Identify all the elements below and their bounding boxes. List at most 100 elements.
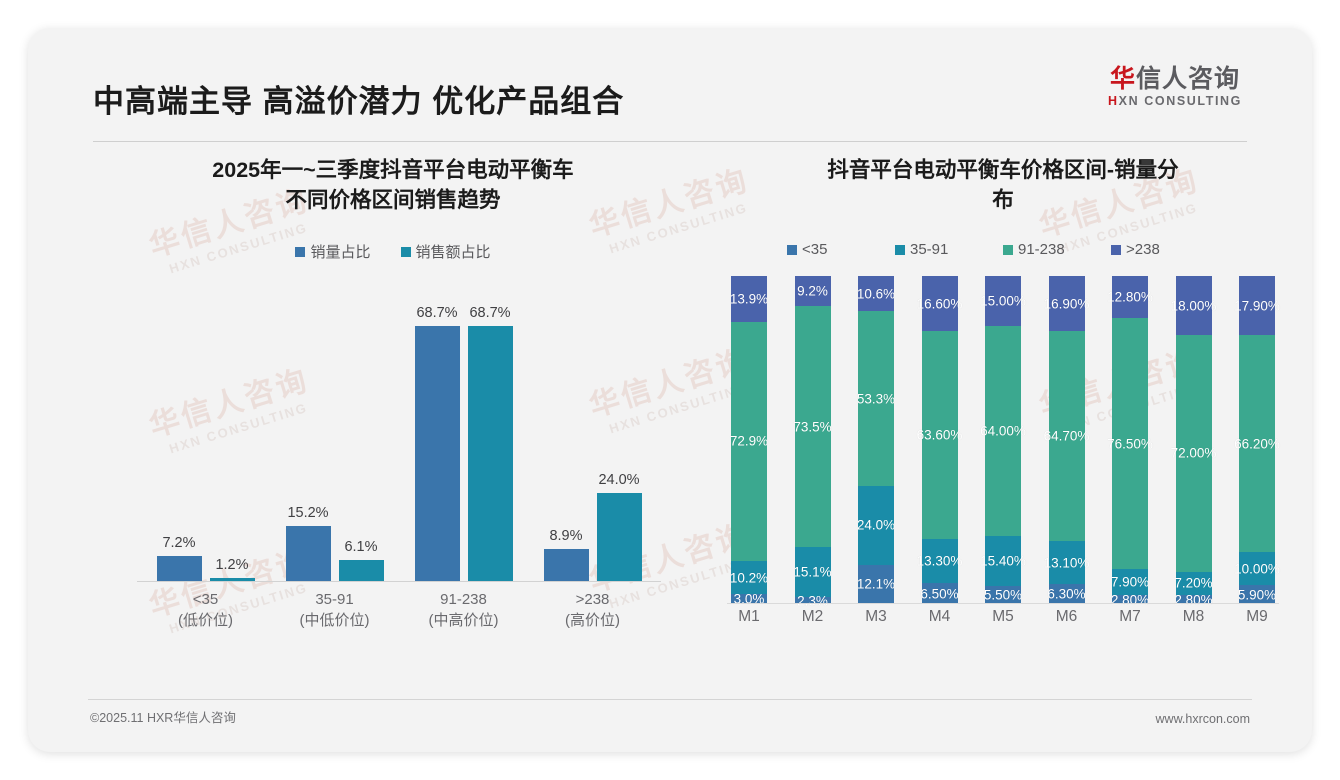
bar-value-label: 24.0% — [598, 471, 640, 488]
segment-value-label: 18.00% — [1170, 298, 1217, 314]
segment-value-label: 72.9% — [729, 433, 769, 449]
stacked-bar-column[interactable]: 12.80% 76.50% 7.90% 2.80% — [1107, 276, 1153, 607]
left-chart-title: 2025年一~三季度抖音平台电动平衡车 不同价格区间销售趋势 — [88, 156, 698, 215]
segment-value-label: 6.50% — [920, 586, 959, 602]
stacked-segment: 9.2% — [794, 276, 831, 307]
bar-column[interactable]: 68.7% — [467, 284, 513, 583]
bar-value-label: 1.2% — [215, 556, 249, 573]
segment-value-label: 10.2% — [729, 570, 769, 586]
stacked-bar-column[interactable]: 18.00% 72.00% 7.20% 2.80% — [1171, 276, 1216, 608]
logo-char-hua: 华 — [1109, 65, 1136, 93]
segment-value-label: 6.30% — [1047, 586, 1086, 602]
footer-divider — [88, 699, 1252, 700]
x-axis-tick: M2 — [801, 608, 824, 626]
logo-english: HXN CONSULTING — [1108, 94, 1242, 108]
segment-value-label: 15.40% — [980, 553, 1026, 569]
x-axis-tick: <35 (低价位) — [146, 584, 266, 634]
segment-value-label: 17.90% — [1234, 298, 1280, 314]
bar-column[interactable]: 1.2% — [209, 284, 255, 583]
bar-group: 68.7% 68.7% — [404, 284, 524, 583]
segment-value-label: 7.90% — [1110, 574, 1150, 590]
logo-en-initial: H — [1108, 94, 1119, 109]
bar — [467, 326, 513, 583]
grouped-bar-x-axis: <35 (低价位) 35-91 (中低价位) 91-238 (中高价位) >238 (高价位) — [141, 584, 657, 634]
segment-value-label: 16.90% — [1043, 296, 1090, 312]
tick-sublabel: (中高价位) — [428, 611, 499, 629]
chart-panel-left: 2025年一~三季度抖音平台电动平衡车 不同价格区间销售趋势 销量占比 销售额占… — [88, 156, 698, 716]
tick-sublabel: (低价位) — [178, 611, 233, 629]
stacked-segment: 10.00% — [1234, 552, 1280, 585]
stacked-bar-column[interactable]: 10.6% 53.3% 24.0% 12.1% — [856, 276, 896, 605]
stacked-segment: 17.90% — [1234, 276, 1280, 336]
legend-label: 91-238 — [1018, 241, 1065, 259]
bar-column[interactable]: 7.2% — [156, 284, 202, 583]
x-axis-line — [137, 581, 661, 583]
segment-value-label: 63.60% — [916, 427, 963, 443]
bar-column[interactable]: 24.0% — [596, 284, 642, 583]
x-axis-tick: M4 — [928, 608, 951, 626]
segment-value-label: 5.50% — [983, 587, 1023, 603]
stacked-segment: 15.1% — [793, 547, 832, 597]
left-chart-title-line1: 2025年一~三季度抖音平台电动平衡车 — [212, 158, 574, 182]
x-axis-line — [727, 603, 1279, 605]
stacked-bar-column[interactable]: 17.90% 66.20% 10.00% 5.90% — [1234, 276, 1280, 605]
right-chart-title: 抖音平台电动平衡车价格区间-销量分 布 — [708, 156, 1298, 215]
legend-item-sales-amount[interactable]: 销售额占比 — [400, 241, 491, 262]
segment-value-label: 13.10% — [1043, 555, 1090, 571]
segment-value-label: 15.1% — [793, 564, 832, 580]
bar-column[interactable]: 15.2% — [285, 284, 331, 583]
legend-label: <35 — [802, 241, 828, 259]
stacked-segment: 53.3% — [856, 311, 896, 486]
stacked-bar-column[interactable]: 13.9% 72.9% 10.2% 3.0% — [729, 276, 769, 607]
header-divider — [93, 141, 1247, 142]
stacked-segment: 10.6% — [857, 276, 895, 312]
legend-item-35[interactable]: <35 — [787, 241, 895, 258]
left-chart-legend: 销量占比 销售额占比 — [88, 241, 698, 262]
legend-label: >238 — [1126, 241, 1160, 259]
stacked-segment: 16.60% — [917, 276, 962, 331]
bar-column[interactable]: 6.1% — [338, 284, 384, 583]
chart-panel-right: 抖音平台电动平衡车价格区间-销量分 布 <35 35-91 91-238 >238 1… — [708, 156, 1298, 716]
legend-item-238[interactable]: >238 — [1111, 241, 1219, 258]
legend-swatch-icon — [787, 244, 797, 255]
legend-label: 35-91 — [910, 241, 949, 259]
segment-value-label: 64.70% — [1043, 428, 1090, 444]
x-axis-tick: M7 — [1119, 608, 1141, 626]
x-axis-tick: M8 — [1182, 608, 1205, 626]
segment-value-label: 73.5% — [793, 419, 832, 435]
bar-group: 15.2% 6.1% — [275, 284, 395, 583]
segment-value-label: 2.80% — [1174, 592, 1213, 608]
stacked-bar-column[interactable]: 9.2% 73.5% 15.1% 2.3% — [793, 276, 832, 608]
stacked-bar-column[interactable]: 15.00% 64.00% 15.40% 5.50% — [980, 276, 1026, 605]
bar-group: 8.9% 24.0% — [533, 284, 653, 583]
grouped-bar-chart: 7.2% 1.2% 15.2% 6.1% 68.7% 68.7% 8.9% 24.0% <35… — [119, 284, 667, 634]
footer-copyright: ©2025.11 HXR华信人咨询 — [90, 711, 236, 725]
logo-en-rest: XN CONSULTING — [1118, 94, 1242, 109]
x-axis-tick: M9 — [1246, 608, 1268, 626]
bar — [156, 555, 202, 583]
bar-column[interactable]: 8.9% — [543, 284, 589, 583]
stacked-segment: 13.10% — [1044, 541, 1089, 584]
legend-swatch-icon — [400, 246, 411, 257]
bar — [414, 326, 460, 583]
segment-value-label: 53.3% — [856, 391, 896, 406]
stacked-segment: 7.20% — [1174, 571, 1213, 596]
bar-value-label: 15.2% — [287, 504, 329, 521]
stacked-segment: 66.20% — [1234, 335, 1280, 553]
legend-item-35-91[interactable]: 35-91 — [895, 241, 1003, 258]
tick-label: >238 — [575, 591, 610, 609]
stacked-bar-column[interactable]: 16.90% 64.70% 13.10% 6.30% — [1044, 276, 1089, 605]
legend-item-91-238[interactable]: 91-238 — [1003, 241, 1111, 258]
bar-group: 7.2% 1.2% — [146, 284, 266, 583]
x-axis-tick: 91-238 (中高价位) — [404, 584, 524, 634]
stacked-segment: 13.30% — [917, 539, 962, 583]
legend-item-sales-volume[interactable]: 销量占比 — [295, 241, 371, 262]
tick-sublabel: (中低价位) — [299, 611, 370, 629]
stacked-bar-column[interactable]: 16.60% 63.60% 13.30% 6.50% — [917, 276, 962, 605]
bar-column[interactable]: 68.7% — [414, 284, 460, 583]
x-axis-tick: 35-91 (中低价位) — [275, 584, 395, 634]
x-axis-tick: M5 — [992, 608, 1014, 626]
legend-label: 销量占比 — [310, 244, 371, 262]
segment-value-label: 13.30% — [916, 553, 963, 569]
segment-value-label: 7.20% — [1174, 575, 1213, 591]
